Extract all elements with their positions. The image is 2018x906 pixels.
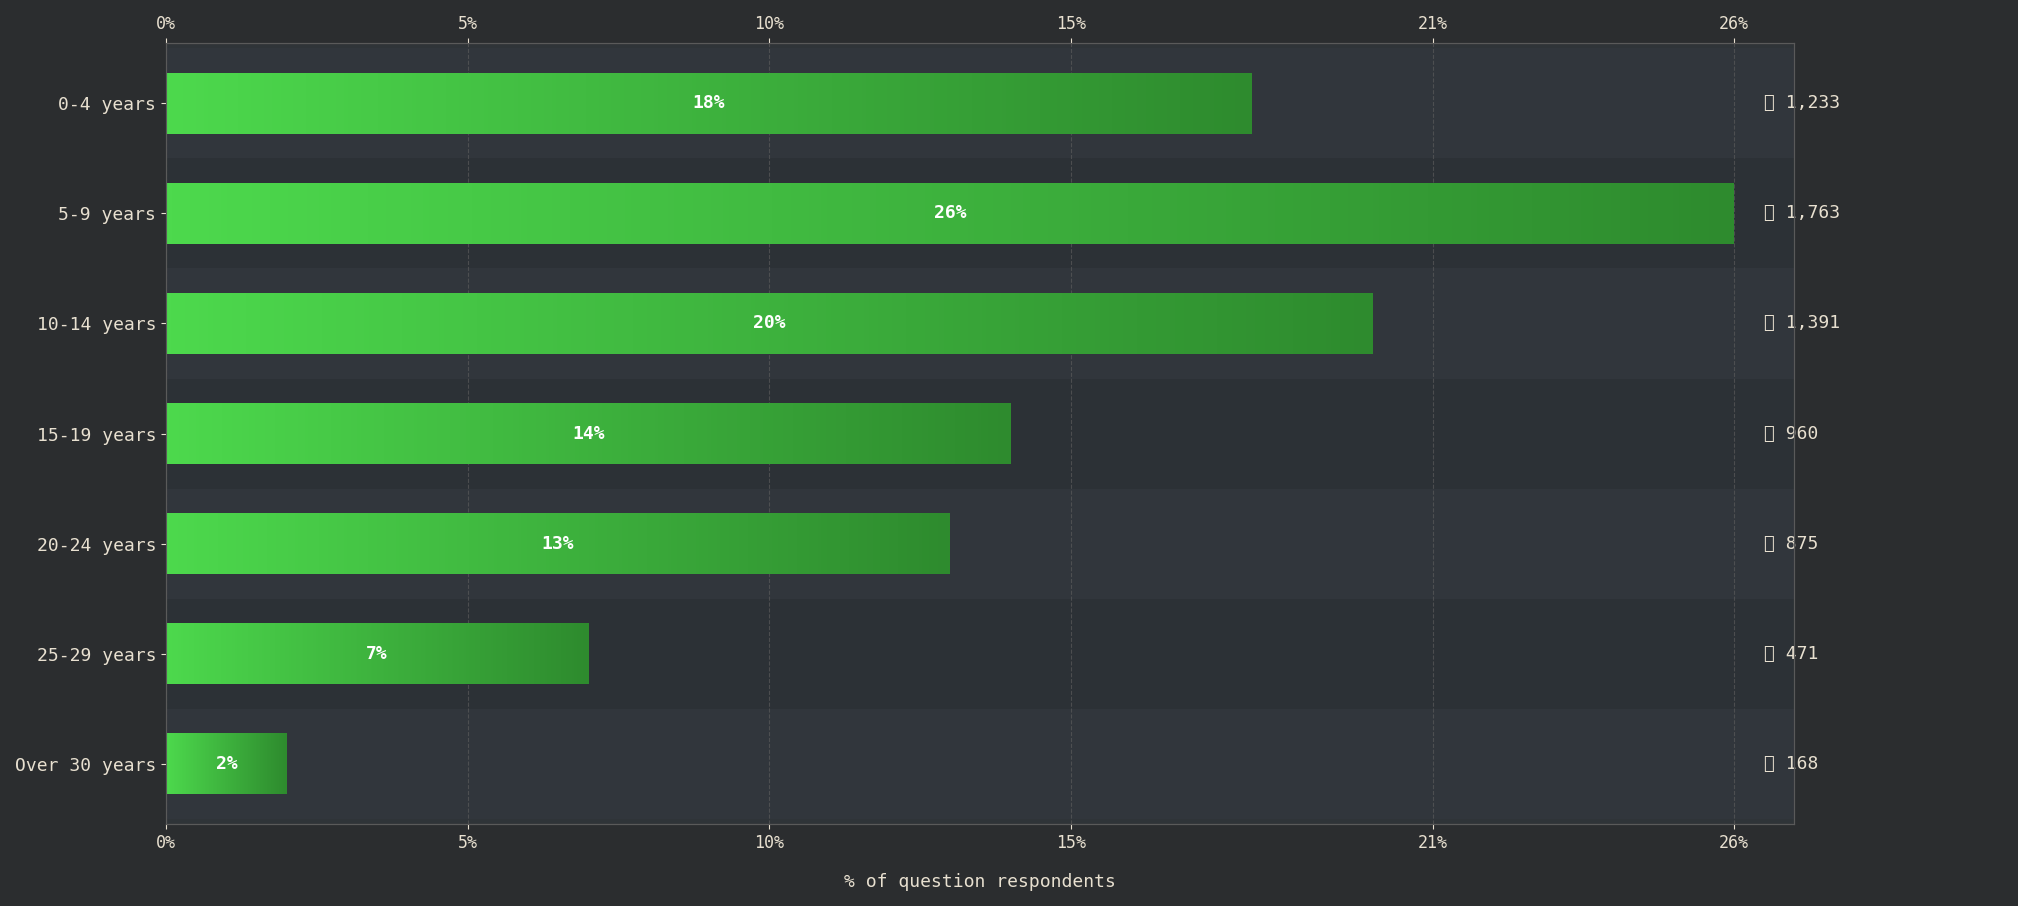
Bar xyxy=(165,379,1794,488)
Bar xyxy=(165,708,1794,819)
Text: 👤 1,763: 👤 1,763 xyxy=(1764,205,1840,222)
Bar xyxy=(165,159,1794,268)
Text: 👤 875: 👤 875 xyxy=(1764,535,1818,553)
Text: 👤 960: 👤 960 xyxy=(1764,425,1818,443)
Text: 13%: 13% xyxy=(541,535,575,553)
Text: 14%: 14% xyxy=(571,425,605,443)
Text: 👤 471: 👤 471 xyxy=(1764,645,1818,663)
Text: 7%: 7% xyxy=(367,645,387,663)
Text: 26%: 26% xyxy=(934,205,967,222)
Text: 2%: 2% xyxy=(216,755,238,773)
Bar xyxy=(165,268,1794,379)
Bar xyxy=(165,488,1794,599)
Bar xyxy=(165,48,1794,159)
Bar xyxy=(165,599,1794,708)
Text: 👤 1,391: 👤 1,391 xyxy=(1764,314,1840,333)
Text: 👤 1,233: 👤 1,233 xyxy=(1764,94,1840,112)
Text: 👤 168: 👤 168 xyxy=(1764,755,1818,773)
Text: 18%: 18% xyxy=(692,94,724,112)
Text: 20%: 20% xyxy=(753,314,785,333)
X-axis label: % of question respondents: % of question respondents xyxy=(844,873,1116,891)
